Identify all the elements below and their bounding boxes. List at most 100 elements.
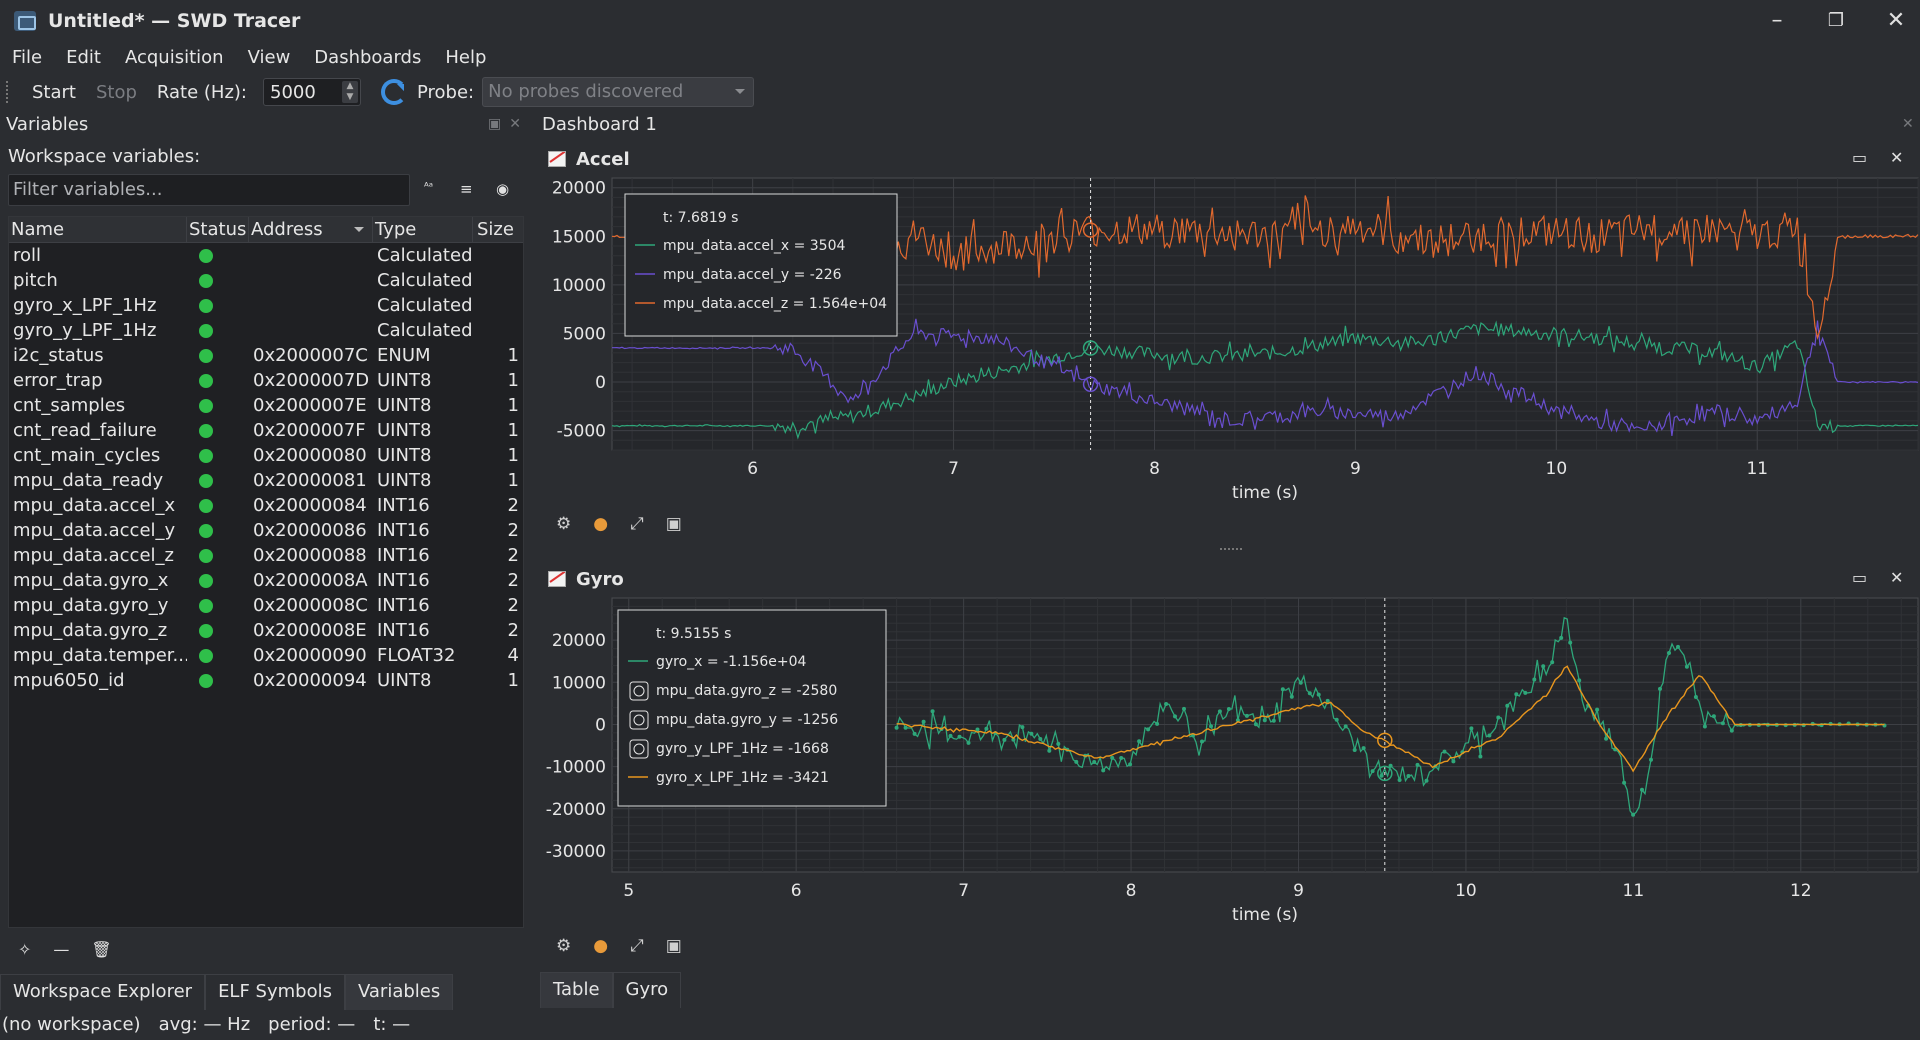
table-row[interactable]: error_trap 0x2000007D UINT8 1	[9, 368, 523, 393]
data-point	[1280, 687, 1285, 692]
dashboard-tabs: Table Gyro	[540, 972, 682, 1008]
table-row[interactable]: gyro_x_LPF_1Hz Calculated	[9, 293, 523, 318]
var-address: 0x20000080	[253, 445, 367, 466]
minimize-icon[interactable]: –	[1771, 8, 1783, 33]
rate-value[interactable]: 5000	[270, 81, 316, 103]
tab-table[interactable]: Table	[540, 972, 613, 1008]
var-name: mpu_data_ready	[13, 470, 164, 491]
eye-icon[interactable]: ◉	[496, 180, 510, 198]
var-name: mpu_data.temper...	[13, 645, 187, 666]
status-ok-icon	[199, 374, 213, 388]
table-row[interactable]: roll Calculated	[9, 243, 523, 268]
toolbar-grip-icon[interactable]	[6, 81, 10, 103]
tab-elf-symbols[interactable]: ELF Symbols	[205, 974, 345, 1010]
settings-icon[interactable]: ⚙	[556, 936, 572, 956]
close-plot-icon[interactable]: ✕	[1890, 568, 1904, 587]
match-case-icon[interactable]: ᴬᵃ	[424, 180, 434, 193]
var-type: INT16	[377, 545, 430, 566]
trash-icon[interactable]: 🗑	[91, 940, 112, 959]
col-status[interactable]: Status	[187, 217, 249, 242]
x-tick-label: 8	[1149, 459, 1160, 479]
var-name: i2c_status	[13, 345, 104, 366]
close-window-icon[interactable]: ✕	[1886, 8, 1906, 33]
spin-arrows-icon[interactable]: ▲ ▼	[342, 81, 358, 103]
start-button[interactable]: Start	[32, 81, 76, 103]
status-t: t: —	[373, 1014, 411, 1035]
x-tick-label: 5	[623, 881, 634, 901]
close-plot-icon[interactable]: ✕	[1890, 148, 1904, 167]
table-row[interactable]: mpu6050_id 0x20000094 UINT8 1	[9, 668, 523, 693]
data-point	[1361, 746, 1366, 751]
y-tick-label: 20000	[552, 631, 606, 651]
remove-variable-icon[interactable]: —	[53, 940, 70, 959]
var-address: 0x2000008A	[253, 570, 368, 591]
status-ok-icon	[199, 449, 213, 463]
status-ok-icon	[199, 574, 213, 588]
legend-entry: mpu_data.gyro_z = -2580	[656, 683, 837, 699]
tab-workspace-explorer[interactable]: Workspace Explorer	[0, 974, 206, 1010]
add-variable-icon[interactable]: ✧	[18, 940, 32, 959]
list-options-icon[interactable]: ≡	[460, 180, 473, 198]
table-row[interactable]: mpu_data_ready 0x20000081 UINT8 1	[9, 468, 523, 493]
table-row[interactable]: gyro_y_LPF_1Hz Calculated	[9, 318, 523, 343]
filter-input[interactable]: Filter variables...	[8, 174, 410, 206]
data-point	[1271, 718, 1276, 723]
maximize-icon[interactable]: ▭	[1852, 568, 1868, 587]
stop-button[interactable]: Stop	[95, 81, 137, 103]
splitter-handle[interactable]	[1220, 548, 1242, 550]
table-row[interactable]: pitch Calculated	[9, 268, 523, 293]
refresh-icon[interactable]	[381, 79, 407, 105]
table-row[interactable]: mpu_data.accel_z 0x20000088 INT16 2	[9, 543, 523, 568]
data-point	[1658, 686, 1662, 691]
menu-acquisition[interactable]: Acquisition	[124, 46, 224, 68]
menu-file[interactable]: File	[12, 46, 43, 68]
accel-plot[interactable]: 6 7 8 9 10 11 20000 15000 10000 5000 0 -5000 time (s…	[545, 176, 1920, 502]
table-row[interactable]: cnt_main_cycles 0x20000080 UINT8 1	[9, 443, 523, 468]
data-point	[1568, 640, 1573, 645]
maximize-icon[interactable]: ▭	[1852, 148, 1868, 167]
series-hidden-icon	[629, 739, 649, 759]
restore-icon[interactable]: ❐	[1827, 10, 1845, 31]
settings-icon[interactable]: ⚙	[556, 514, 572, 534]
table-row[interactable]: mpu_data.gyro_y 0x2000008C INT16 2	[9, 593, 523, 618]
col-type[interactable]: Type	[373, 217, 473, 242]
dashboard-close-icon[interactable]: ✕	[1902, 116, 1914, 132]
rate-spinbox[interactable]: 5000 ▲ ▼	[263, 78, 361, 106]
gyro-plot-header: Gyro	[548, 564, 624, 594]
table-row[interactable]: mpu_data.accel_y 0x20000086 INT16 2	[9, 518, 523, 543]
data-point	[1667, 651, 1671, 655]
var-type: Calculated	[377, 270, 473, 291]
col-address[interactable]: Address	[249, 217, 373, 242]
table-row[interactable]: mpu_data.accel_x 0x20000084 INT16 2	[9, 493, 523, 518]
y-tick-label: 10000	[552, 276, 606, 296]
probe-select[interactable]: No probes discovered	[482, 77, 755, 107]
variables-actions: ✧ — 🗑	[18, 940, 112, 959]
table-row[interactable]: i2c_status 0x2000007C ENUM 1	[9, 343, 523, 368]
menu-edit[interactable]: Edit	[66, 46, 101, 68]
menu-help[interactable]: Help	[445, 46, 487, 68]
table-row[interactable]: mpu_data.gyro_x 0x2000008A INT16 2	[9, 568, 523, 593]
palette-icon[interactable]: ●	[593, 936, 609, 956]
table-row[interactable]: mpu_data.temper... 0x20000090 FLOAT32 4	[9, 643, 523, 668]
menu-dashboards[interactable]: Dashboards	[314, 46, 422, 68]
col-name[interactable]: Name	[9, 217, 187, 242]
x-tick-label: 6	[747, 459, 758, 479]
tab-gyro[interactable]: Gyro	[612, 972, 682, 1008]
tab-variables[interactable]: Variables	[344, 974, 454, 1010]
data-point	[1702, 724, 1707, 729]
save-icon[interactable]: ▣	[665, 936, 682, 956]
table-row[interactable]: mpu_data.gyro_z 0x2000008E INT16 2	[9, 618, 523, 643]
col-size[interactable]: Size	[477, 219, 514, 240]
expand-icon[interactable]: ⤢	[630, 936, 644, 956]
expand-icon[interactable]: ⤢	[630, 514, 644, 534]
menu-view[interactable]: View	[247, 46, 291, 68]
var-address: 0x2000007C	[253, 345, 368, 366]
data-point	[894, 725, 899, 730]
panel-float-close-icon[interactable]: ▣✕	[488, 116, 529, 132]
gyro-plot[interactable]: 5 6 7 8 9 10 11 12 20000 10000 0 -10000 -20000 -30000…	[545, 596, 1920, 924]
data-point	[1693, 695, 1698, 699]
table-row[interactable]: cnt_read_failure 0x2000007F UINT8 1	[9, 418, 523, 443]
save-icon[interactable]: ▣	[665, 514, 682, 534]
table-row[interactable]: cnt_samples 0x2000007E UINT8 1	[9, 393, 523, 418]
palette-icon[interactable]: ●	[593, 514, 609, 534]
